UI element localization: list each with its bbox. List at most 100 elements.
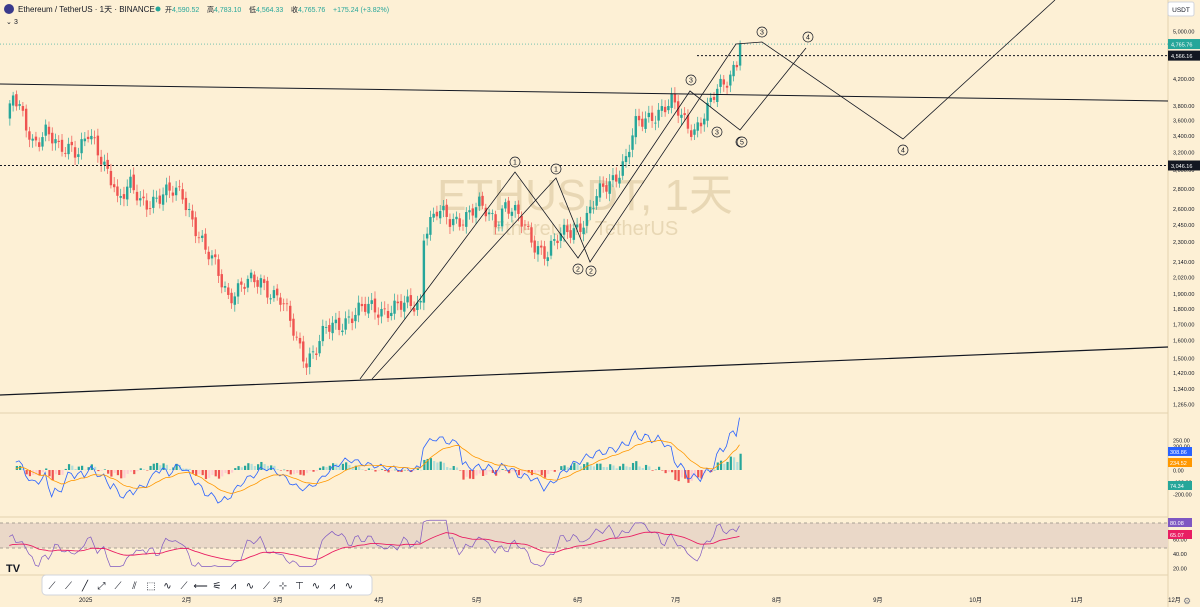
candle-body [445, 204, 448, 217]
macd-histogram-bar [19, 465, 22, 470]
macd-histogram-bar [169, 469, 172, 470]
candle-body [217, 259, 220, 276]
candle-body [712, 96, 716, 100]
pitchfork-icon[interactable]: ⩘ [231, 581, 237, 592]
candles [8, 40, 742, 375]
candle-body [716, 88, 719, 102]
macd-histogram-bar [54, 470, 58, 475]
brush-icon[interactable]: ∿ [246, 581, 254, 592]
trend-line-icon[interactable]: ⟋ [49, 581, 56, 592]
time-tick-label: 3月 [273, 597, 282, 604]
elliott-label: 4 [806, 35, 810, 42]
ray-icon[interactable]: ⟋ [65, 581, 72, 592]
arrow-icon[interactable]: ⤢ [98, 581, 106, 592]
candle-body [161, 194, 165, 205]
settings-gear-icon[interactable]: ⚙ [1183, 596, 1191, 606]
elliott-label: 5 [740, 140, 744, 147]
info-line-icon[interactable]: ⟋ [181, 581, 188, 592]
macd-histogram-bar [596, 463, 599, 470]
candle-body [148, 208, 152, 210]
time-tick-label: 9月 [873, 597, 882, 604]
elliott-wave-icon[interactable]: ∿ [312, 581, 320, 592]
candle-body [429, 217, 432, 235]
macd-histogram-bar [504, 470, 507, 471]
rsi-value-tag: 65.07 [1170, 533, 1184, 539]
rsi-tick-label: 60.00 [1173, 538, 1187, 544]
fib-icon[interactable]: ⚟ [213, 581, 222, 592]
macd-histogram-bar [478, 470, 481, 474]
macd-histogram-bar [423, 459, 426, 470]
macd-histogram-bar [191, 470, 195, 474]
ascending-support-trendline [0, 346, 1169, 396]
candle-body [491, 213, 494, 214]
candle-body [174, 187, 178, 196]
macd-histogram-bar [120, 470, 123, 479]
macd-histogram-bar [521, 470, 524, 476]
drawing-toolbar-bg [41, 574, 373, 596]
candle-body [452, 218, 455, 226]
candle-body [553, 239, 556, 241]
price-tick-label: 3,400.00 [1173, 134, 1194, 140]
symbol-title[interactable]: Ethereum / TetherUS · 1天 · BINANCE [18, 5, 155, 14]
close-value: 4,765.76 [298, 7, 325, 14]
macd-histogram-bar [142, 469, 146, 470]
macd-histogram-bar [560, 466, 563, 470]
macd-histogram-bar [243, 465, 247, 470]
candle-body [582, 227, 585, 235]
macd-histogram-bar [292, 470, 296, 475]
macd-histogram-bar [25, 470, 28, 475]
path-icon[interactable]: ∿ [163, 581, 171, 592]
macd-histogram-bar [671, 470, 674, 473]
candle-body [135, 191, 139, 201]
price-tick-label: 2,800.00 [1173, 187, 1194, 193]
candle-body [605, 185, 608, 192]
macd-histogram-bar [266, 465, 269, 470]
candle-body [670, 94, 673, 108]
pattern-icon[interactable]: ⩘ [330, 581, 336, 592]
candle-body [324, 327, 328, 328]
macd-histogram-bar [335, 463, 338, 470]
candle-body [93, 137, 96, 139]
macd-histogram-bar [517, 470, 521, 476]
macd-histogram-bar [661, 470, 664, 471]
macd-histogram-bar [553, 470, 556, 472]
candle-body [240, 281, 243, 285]
macd-histogram-bar [400, 470, 403, 473]
cross-line-icon[interactable]: ⊹ [279, 581, 287, 592]
horizontal-ray-icon[interactable]: ⟵ [193, 581, 207, 592]
parallel-channel-icon[interactable]: ⫽ [131, 581, 137, 592]
candle-body [416, 302, 419, 310]
macd-histogram-bar [498, 470, 501, 473]
current-price-tag: 4,765.76 [1171, 43, 1192, 49]
collapse-chevron-icon[interactable]: ⌄ [6, 19, 12, 26]
macd-histogram-bar [302, 470, 305, 476]
trend-angle-icon[interactable]: ⟋ [263, 581, 270, 592]
drawings: 11223334454 [0, 0, 1169, 396]
level-price-tag: 3,046.16 [1171, 164, 1192, 170]
candle-body [233, 296, 236, 305]
macd-histogram-bar [230, 470, 234, 473]
line-icon[interactable]: ╱ [81, 579, 89, 592]
macd-histogram-bar [605, 467, 609, 470]
macd-histogram-bar [667, 470, 670, 472]
macd-histogram-bar [406, 470, 410, 471]
macd-histogram-bar [403, 469, 406, 471]
macd-histogram-bar [644, 464, 648, 470]
macd-histogram-bar [380, 469, 384, 470]
projection-icon[interactable]: ∿ [345, 581, 353, 592]
macd-histogram-bar [328, 465, 331, 470]
text-icon[interactable]: ⊤ [295, 581, 304, 592]
macd-histogram-bar [159, 465, 162, 470]
rsi-pane [9, 519, 740, 567]
rectangle-icon[interactable]: ⬚ [146, 581, 155, 592]
candle-body [220, 274, 223, 288]
macd-histogram-bar [729, 456, 732, 470]
currency-button[interactable] [1167, 1, 1195, 17]
macd-histogram-bar [374, 470, 377, 472]
macd-histogram-bar [146, 470, 149, 471]
candle-body [523, 224, 527, 226]
candle-body [259, 278, 263, 288]
extended-line-icon[interactable]: ⟋ [115, 581, 122, 592]
indicator-count[interactable]: 3 [14, 19, 18, 26]
